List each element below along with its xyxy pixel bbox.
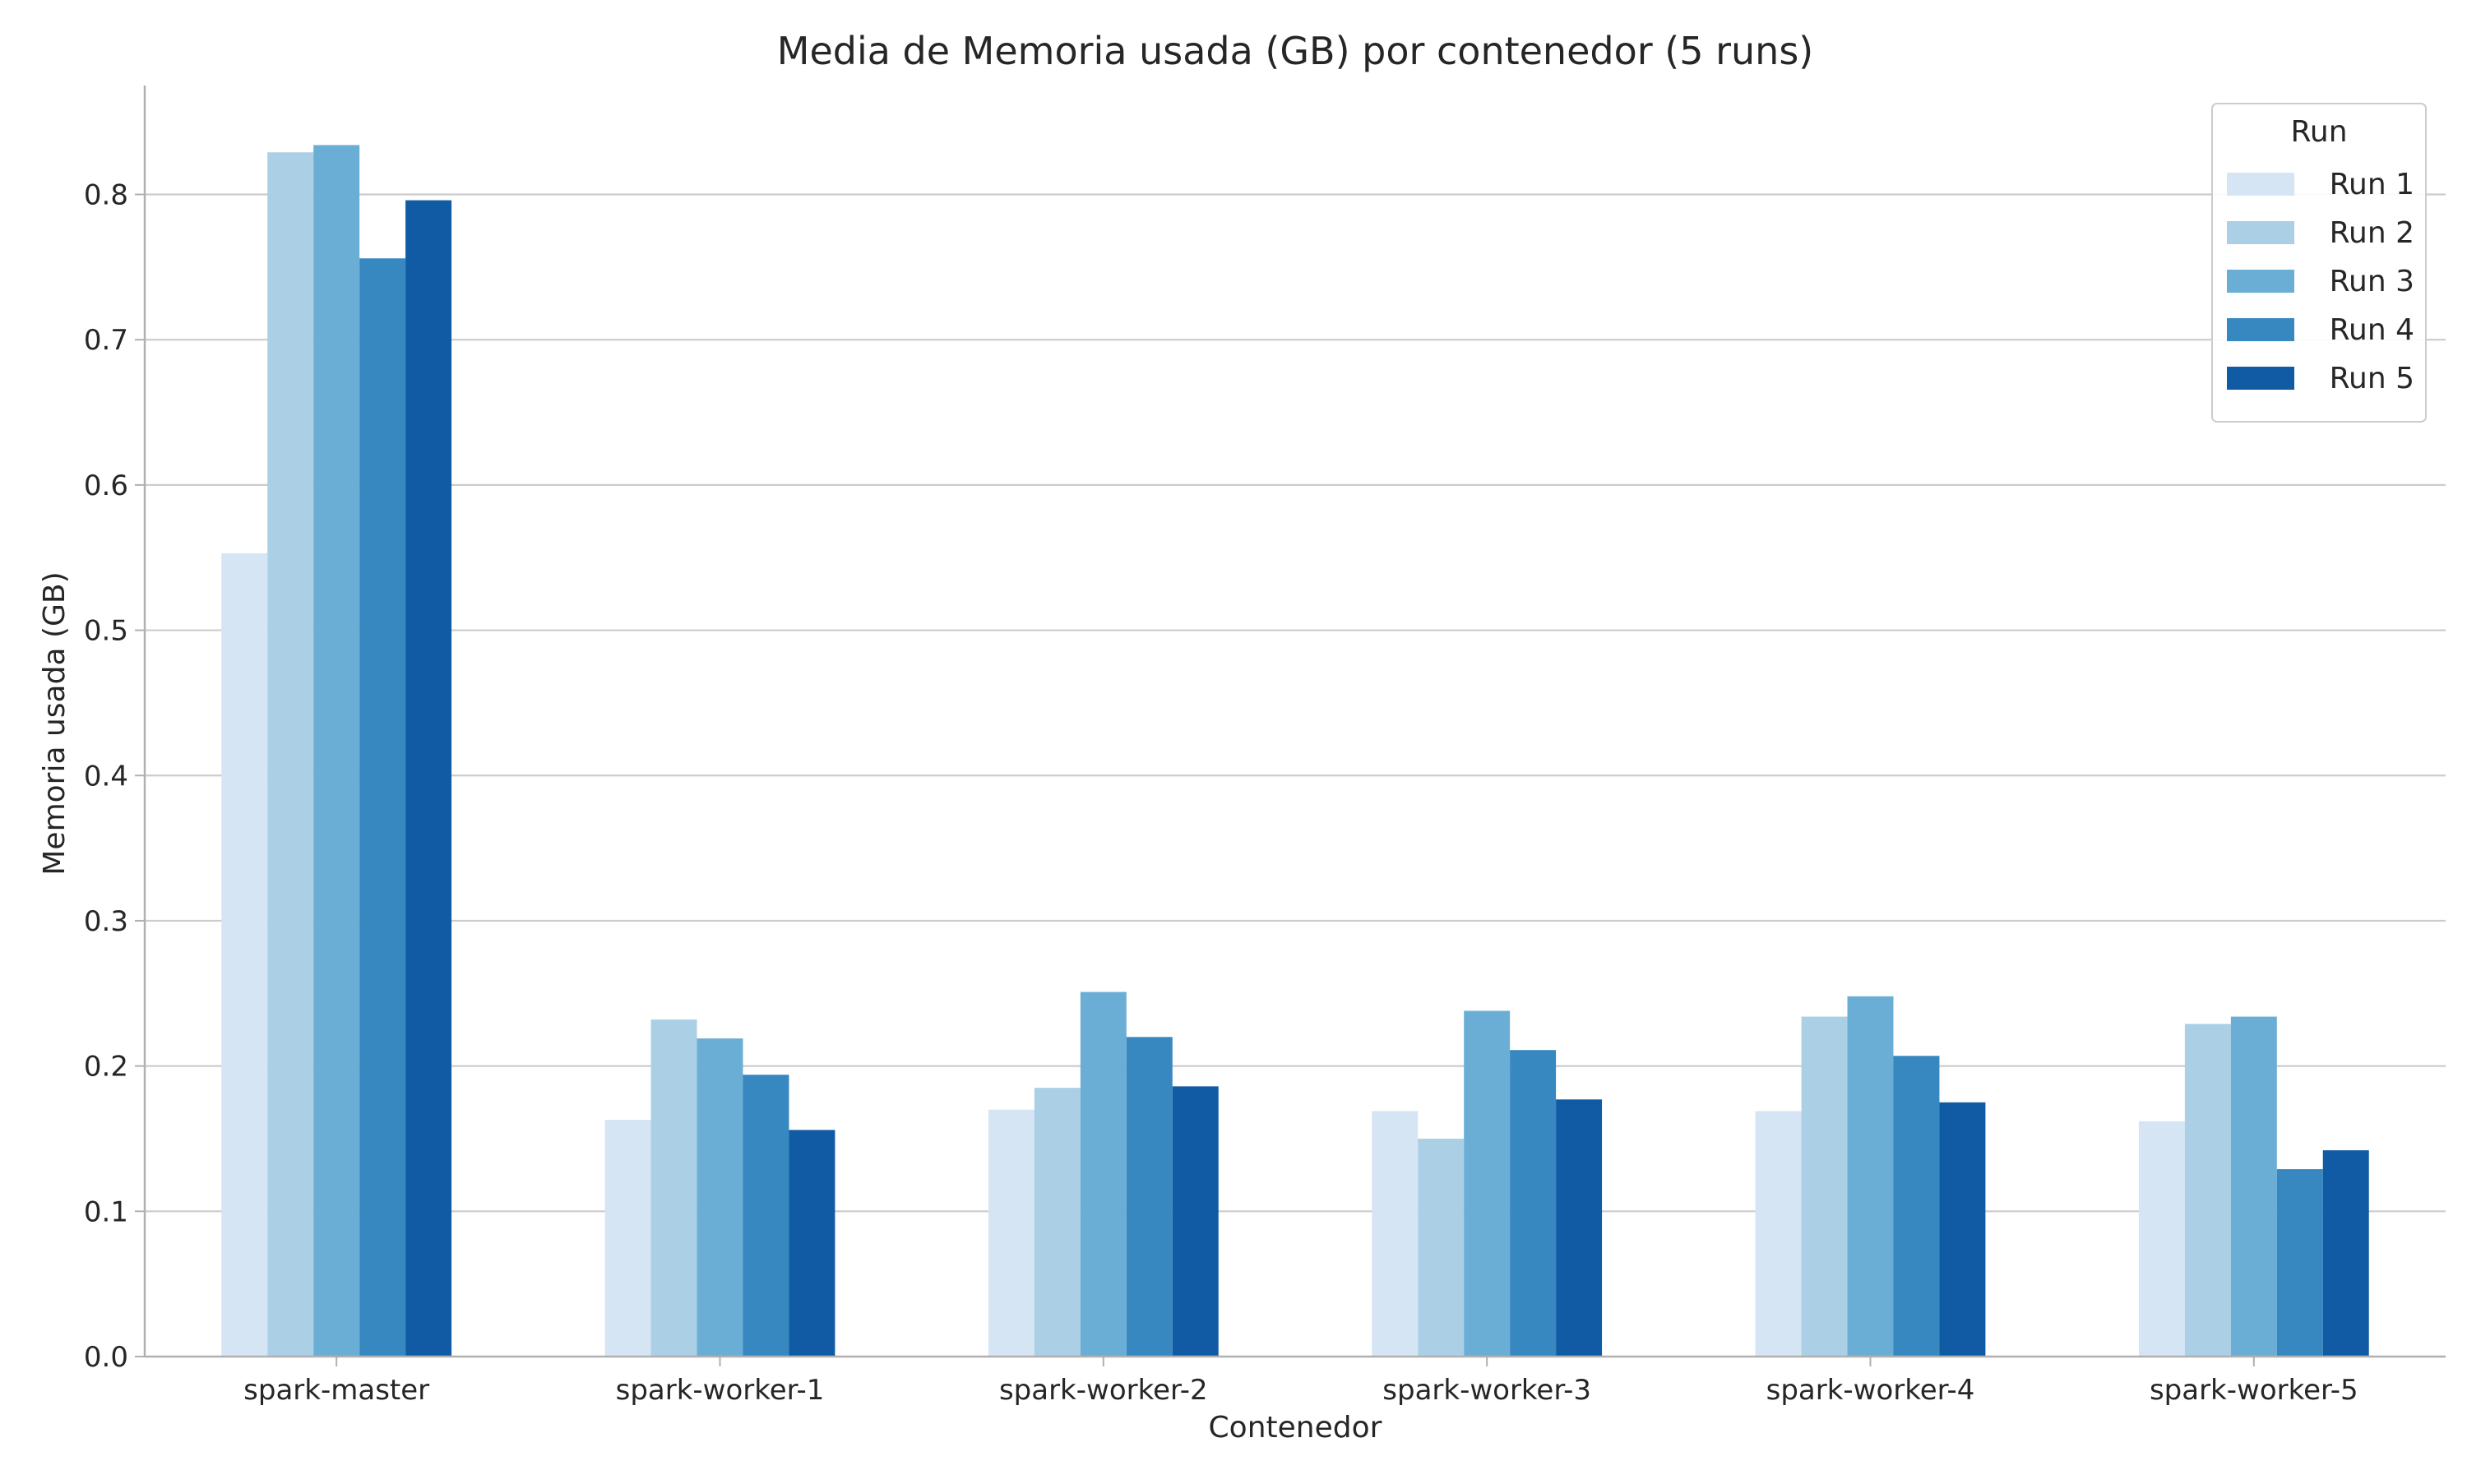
legend-swatch	[2227, 173, 2294, 196]
legend-label: Run 5	[2330, 362, 2414, 395]
bar-2-run-3	[697, 1038, 743, 1357]
y-tick-label: 0.4	[84, 760, 128, 793]
legend-swatch	[2227, 367, 2294, 390]
bar-5-run-5	[1939, 1102, 1986, 1357]
bar-1-run-2	[267, 152, 314, 1357]
bar-2-run-2	[650, 1019, 697, 1357]
bar-4-run-1	[1372, 1111, 1419, 1357]
x-tick-label: spark-worker-4	[1766, 1374, 1975, 1407]
bar-3-run-3	[1080, 992, 1127, 1357]
bar-2-run-4	[743, 1075, 789, 1357]
bar-6-run-4	[2276, 1169, 2323, 1357]
bar-5-run-3	[1847, 996, 1894, 1357]
axes: 0.0 0.1 0.2 0.3 0.4 0.5 0.6 0.7 0.8 spark-master s…	[84, 86, 2446, 1407]
bar-1-run-3	[313, 145, 360, 1357]
bar-4-run-5	[1556, 1099, 1603, 1357]
x-tick-label: spark-worker-5	[2150, 1374, 2358, 1407]
chart-title: Media de Memoria usada (GB) por contened…	[777, 29, 1814, 73]
bar-3-run-4	[1126, 1037, 1173, 1357]
bar-1-run-4	[359, 258, 406, 1357]
bar-3-run-5	[1172, 1086, 1219, 1357]
bar-6-run-1	[2138, 1121, 2185, 1357]
y-tick-label: 0.8	[84, 179, 128, 212]
x-tick-label: spark-master	[243, 1374, 429, 1407]
bar-5-run-1	[1755, 1111, 1802, 1357]
bar-1-run-1	[221, 552, 268, 1357]
bar-6-run-3	[2230, 1016, 2277, 1357]
legend-label: Run 2	[2330, 216, 2414, 250]
legend-label: Run 1	[2330, 168, 2414, 201]
grid	[145, 193, 2446, 1213]
x-tick-label: spark-worker-2	[999, 1374, 1208, 1407]
bar-5-run-4	[1893, 1056, 1940, 1357]
legend-swatch	[2227, 221, 2294, 244]
bar-2-run-1	[604, 1120, 651, 1357]
bar-1-run-5	[405, 200, 452, 1357]
legend-swatch	[2227, 270, 2294, 293]
legend-swatch	[2227, 318, 2294, 341]
bar-2-run-5	[789, 1130, 835, 1357]
y-axis-title: Memoria usada (GB)	[38, 571, 72, 875]
y-tick-label: 0.3	[84, 905, 128, 938]
x-tick-label: spark-worker-3	[1382, 1374, 1591, 1407]
bars	[221, 145, 2369, 1357]
bar-3-run-2	[1034, 1088, 1081, 1357]
bar-4-run-4	[1510, 1050, 1557, 1357]
legend: Run Run 1 Run 2 Run 3 Run 4 Run 5	[2211, 103, 2427, 423]
y-tick-label: 0.7	[84, 324, 128, 357]
legend-label: Run 4	[2330, 313, 2414, 347]
bar-4-run-3	[1464, 1010, 1511, 1357]
y-tick-label: 0.2	[84, 1051, 128, 1084]
bar-4-run-2	[1418, 1138, 1465, 1357]
legend-label: Run 3	[2330, 265, 2414, 298]
x-tick-label: spark-worker-1	[616, 1374, 825, 1407]
y-tick-label: 0.5	[84, 615, 128, 648]
y-tick-label: 0.1	[84, 1195, 128, 1228]
y-tick-label: 0.6	[84, 469, 128, 502]
y-tick-label: 0.0	[84, 1341, 128, 1374]
bar-5-run-2	[1801, 1016, 1848, 1357]
legend-title: Run	[2290, 115, 2347, 149]
x-axis-title: Contenedor	[1209, 1411, 1382, 1445]
bar-6-run-5	[2322, 1150, 2369, 1357]
bar-6-run-2	[2184, 1024, 2231, 1357]
bar-3-run-1	[988, 1109, 1034, 1357]
